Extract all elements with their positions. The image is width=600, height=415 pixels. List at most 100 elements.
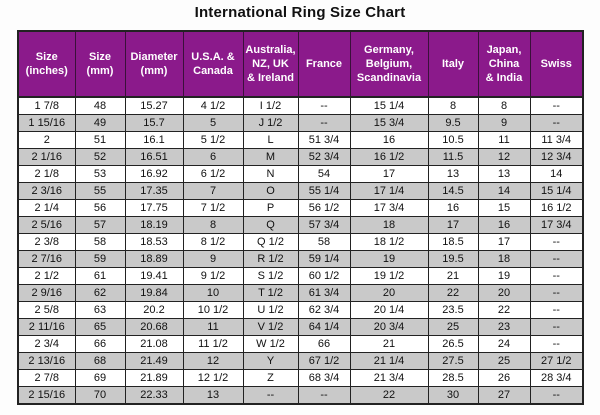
table-cell: 8 <box>427 96 479 115</box>
table-cell: 2 13/16 <box>17 352 76 370</box>
table-cell: 18 1/2 <box>349 233 429 251</box>
table-cell: 8 1/2 <box>182 233 244 251</box>
table-cell: 15 3/4 <box>349 114 429 132</box>
table-cell: 17 <box>477 233 531 251</box>
table-cell: 25 <box>427 318 479 336</box>
table-cell: 62 <box>74 284 126 302</box>
table-cell: 21 3/4 <box>349 369 429 387</box>
table-cell: 15 <box>477 199 531 217</box>
table-cell: 27 1/2 <box>529 352 584 370</box>
table-cell: 20.68 <box>124 318 184 336</box>
table-cell: 9 1/2 <box>182 267 244 285</box>
table-row: 2 3/8 58 18.53 8 1/2 Q 1/2 58 18 1/2 18.5 17 -- <box>17 233 584 251</box>
table-cell: O <box>242 182 299 200</box>
table-cell: 2 7/16 <box>17 250 76 268</box>
table-cell: 20 <box>477 284 531 302</box>
table-cell: 61 <box>74 267 126 285</box>
table-cell: 62 3/4 <box>297 301 351 319</box>
table-cell: 18.19 <box>124 216 184 234</box>
table-cell: 12 1/2 <box>182 369 244 387</box>
table-cell: 1 7/8 <box>17 96 76 115</box>
table-cell: L <box>242 131 299 149</box>
table-cell: I 1/2 <box>242 96 299 115</box>
table-cell: 17.75 <box>124 199 184 217</box>
column-header: Swiss <box>529 30 584 98</box>
table-cell: 13 <box>477 165 531 183</box>
table-cell: 7 <box>182 182 244 200</box>
column-header: Italy <box>427 30 479 98</box>
table-cell: 2 5/8 <box>17 301 76 319</box>
table-cell: -- <box>242 386 299 405</box>
table-cell: 22 <box>349 386 429 405</box>
table-cell: N <box>242 165 299 183</box>
table-cell: 21.89 <box>124 369 184 387</box>
table-cell: 10.5 <box>427 131 479 149</box>
table-cell: 19 1/2 <box>349 267 429 285</box>
table-cell: 59 <box>74 250 126 268</box>
table-cell: 14.5 <box>427 182 479 200</box>
table-cell: 55 <box>74 182 126 200</box>
table-cell: 8 <box>477 96 531 115</box>
table-cell: 55 1/4 <box>297 182 351 200</box>
table-cell: 2 3/4 <box>17 335 76 353</box>
table-cell: 57 <box>74 216 126 234</box>
table-cell: 18.5 <box>427 233 479 251</box>
table-cell: 22 <box>427 284 479 302</box>
table-cell: -- <box>297 386 351 405</box>
table-cell: 10 1/2 <box>182 301 244 319</box>
table-cell: 21 1/4 <box>349 352 429 370</box>
table-cell: 52 <box>74 148 126 166</box>
table-row: 2 1/2 61 19.41 9 1/2 S 1/2 60 1/2 19 1/2 21 19 -- <box>17 267 584 285</box>
table-cell: 16 <box>349 131 429 149</box>
table-row: 2 5/16 57 18.19 8 Q 57 3/4 18 17 16 17 3/4 <box>17 216 584 234</box>
table-cell: 15 1/4 <box>349 96 429 115</box>
table-row: 2 1/16 52 16.51 6 M 52 3/4 16 1/2 11.5 12 12 3/4 <box>17 148 584 166</box>
table-cell: 2 3/8 <box>17 233 76 251</box>
table-row: 2 5/8 63 20.2 10 1/2 U 1/2 62 3/4 20 1/4 23.5 22… <box>17 301 584 319</box>
table-cell: 8 <box>182 216 244 234</box>
table-cell: 18.89 <box>124 250 184 268</box>
table-cell: 1 15/16 <box>17 114 76 132</box>
table-cell: 59 1/4 <box>297 250 351 268</box>
table-cell: 21 <box>349 335 429 353</box>
table-cell: 56 <box>74 199 126 217</box>
table-row: 2 9/16 62 19.84 10 T 1/2 61 3/4 20 22 20 -- <box>17 284 584 302</box>
column-header: Size (mm) <box>74 30 126 98</box>
column-header: Size (inches) <box>17 30 76 98</box>
table-cell: 16.1 <box>124 131 184 149</box>
table-body: 1 7/8 48 15.27 4 1/2 I 1/2 -- 15 1/4 8 8 -- 1 15/1… <box>17 96 584 405</box>
table-cell: M <box>242 148 299 166</box>
table-cell: -- <box>529 284 584 302</box>
table-cell: -- <box>529 114 584 132</box>
table-cell: 9 <box>182 250 244 268</box>
table-cell: -- <box>529 96 584 115</box>
table-cell: 21 <box>427 267 479 285</box>
table-cell: 10 <box>182 284 244 302</box>
table-cell: 4 1/2 <box>182 96 244 115</box>
table-cell: 16 <box>427 199 479 217</box>
table-cell: 2 1/8 <box>17 165 76 183</box>
table-cell: 49 <box>74 114 126 132</box>
table-cell: 11.5 <box>427 148 479 166</box>
table-cell: 11 1/2 <box>182 335 244 353</box>
table-cell: 18 <box>349 216 429 234</box>
table-cell: U 1/2 <box>242 301 299 319</box>
table-cell: 5 1/2 <box>182 131 244 149</box>
table-cell: 17.35 <box>124 182 184 200</box>
table-cell: 25 <box>477 352 531 370</box>
table-cell: 26 <box>477 369 531 387</box>
table-cell: V 1/2 <box>242 318 299 336</box>
table-cell: 58 <box>297 233 351 251</box>
table-cell: -- <box>297 114 351 132</box>
table-cell: 11 <box>182 318 244 336</box>
table-cell: 66 <box>74 335 126 353</box>
table-cell: 52 3/4 <box>297 148 351 166</box>
table-cell: Q 1/2 <box>242 233 299 251</box>
table-cell: S 1/2 <box>242 267 299 285</box>
table-cell: 21.08 <box>124 335 184 353</box>
table-cell: 16.51 <box>124 148 184 166</box>
table-row: 2 3/16 55 17.35 7 O 55 1/4 17 1/4 14.5 14 15 1/4 <box>17 182 584 200</box>
table-cell: 16.92 <box>124 165 184 183</box>
column-header: France <box>297 30 351 98</box>
table-cell: 67 1/2 <box>297 352 351 370</box>
